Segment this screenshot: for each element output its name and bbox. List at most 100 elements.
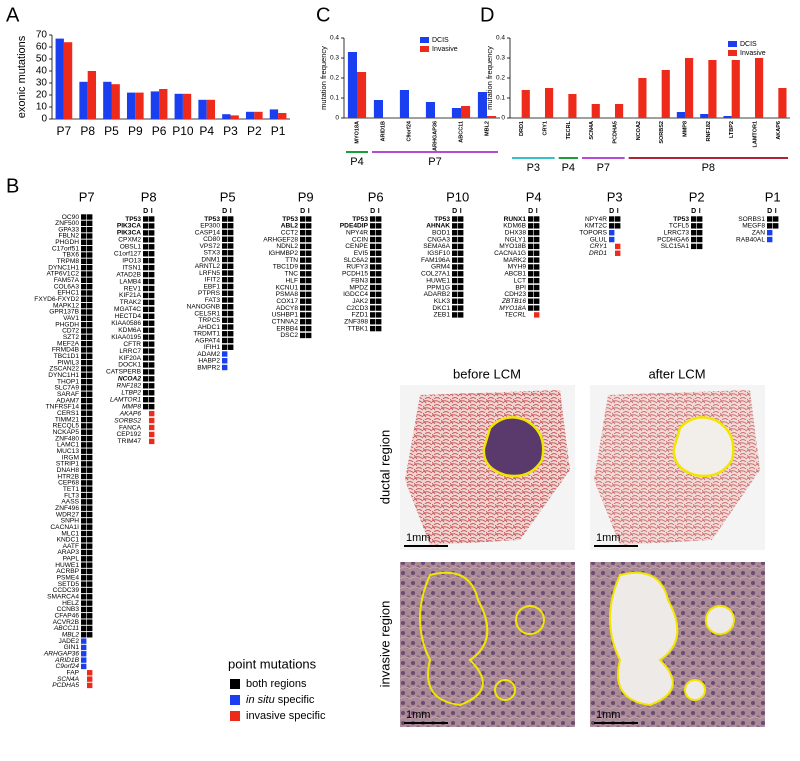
column-header: I [775,208,777,215]
bar [111,84,120,119]
mutation-square [300,305,306,311]
gene-name: PCDHA5 [52,682,79,689]
mutation-square [149,251,155,257]
mutation-square [87,416,93,423]
mutation-square [228,270,234,276]
bar [373,100,383,118]
mutation-square [222,216,228,222]
mutation-square [528,298,534,304]
gene-name: BMPR2 [197,364,220,371]
gene-name: CEP68 [58,480,79,487]
mutation-square [87,511,93,518]
gene-name: TRAK2 [120,299,142,306]
mutation-square [149,431,155,438]
mutation-square [149,258,155,264]
mutation-square [228,223,234,229]
y-tick-label: 0 [41,114,47,125]
gene-name: LCT [514,277,526,284]
mutation-square [87,499,93,505]
mutation-square [452,257,458,263]
mutation-square [87,378,93,385]
mutation-square [697,230,703,236]
gene-name: ACRBP [56,568,79,575]
mutation-square [458,230,464,236]
gene-name: TTN [285,257,298,264]
gene-name: NCOA2 [118,376,141,383]
gene-name: TRPC5 [198,317,220,324]
gene-name: MARK2 [503,257,526,264]
gene-name: CCDC39 [53,587,80,594]
mutation-square [81,606,87,613]
mutation-square [81,309,87,315]
x-tick-label: LTBP2 [729,121,735,138]
gene-name: FAM196A [421,257,451,264]
gene-name: IFIT2 [205,277,221,284]
mutation-square [615,223,621,229]
gene-name: SMARCA4 [47,594,79,601]
gene-name: ADCY8 [276,305,298,312]
gene-name: VPS72 [199,243,220,250]
mutation-square [228,310,234,317]
mutation-square [534,291,540,298]
mutation-square [528,284,534,291]
gene-name: DSC2 [280,332,298,339]
mutation-square [81,492,87,499]
gene-name: ZNF398 [344,319,368,326]
mutation-square [767,236,773,243]
mutation-square [300,216,306,222]
bar [278,113,287,119]
mutation-square [306,223,312,229]
mutation-square [458,284,464,291]
gene-name: CTNNA2 [272,319,299,326]
gene-name: ARHGAP36 [43,651,80,658]
gene-name: KIAA0195 [111,334,141,341]
mutation-square [458,250,464,256]
patient-title: P7 [79,189,95,204]
x-tick-label: P6 [152,124,167,138]
mutation-square [370,250,376,256]
mutation-square [376,243,382,250]
mutation-square [306,243,312,250]
gene-name: C9orf24 [56,663,80,670]
gene-name: STRIP1 [56,461,79,468]
mutation-square [300,291,306,298]
gene-name: GLUL [590,236,608,243]
mutation-square [87,302,93,309]
mutation-square [143,320,149,326]
mutation-square [370,236,376,243]
bar [661,70,670,118]
mutation-square [222,310,228,317]
bar [103,81,112,119]
mutation-square [87,632,93,638]
gene-name: MYO18A [499,305,526,312]
legend-label: DCIS [432,37,449,44]
x-tick-label: ARHGAP36 [432,121,438,151]
mutation-square [87,467,93,473]
y-tick-label: 20 [36,90,48,101]
mutation-square [300,223,306,229]
x-tick-label: P2 [247,124,262,138]
group-label: P8 [702,162,715,174]
mutation-square [370,264,376,270]
x-tick-label: PCDHA5 [612,121,618,144]
mutation-square [81,340,87,347]
mutation-square [143,306,149,313]
mutation-square [452,305,458,311]
mutation-square [228,236,234,242]
gene-name: TNC [284,271,298,278]
gene-name: KIAA0586 [111,320,141,327]
gene-name: RUNX1 [504,216,527,223]
scale-bar-label: 1mm [596,709,620,721]
gene-name: THOP1 [57,378,79,385]
mutation-square [81,226,87,233]
gene-name: NDNL2 [276,243,298,250]
mutation-square [300,325,306,332]
mutation-square [376,257,382,263]
mutation-square [81,220,87,227]
mutation-square [528,250,534,256]
mutation-square [228,277,234,283]
mutation-square [228,297,234,303]
gene-name: TP53 [673,216,689,223]
mutation-square [81,594,87,600]
mutation-square [376,223,382,229]
